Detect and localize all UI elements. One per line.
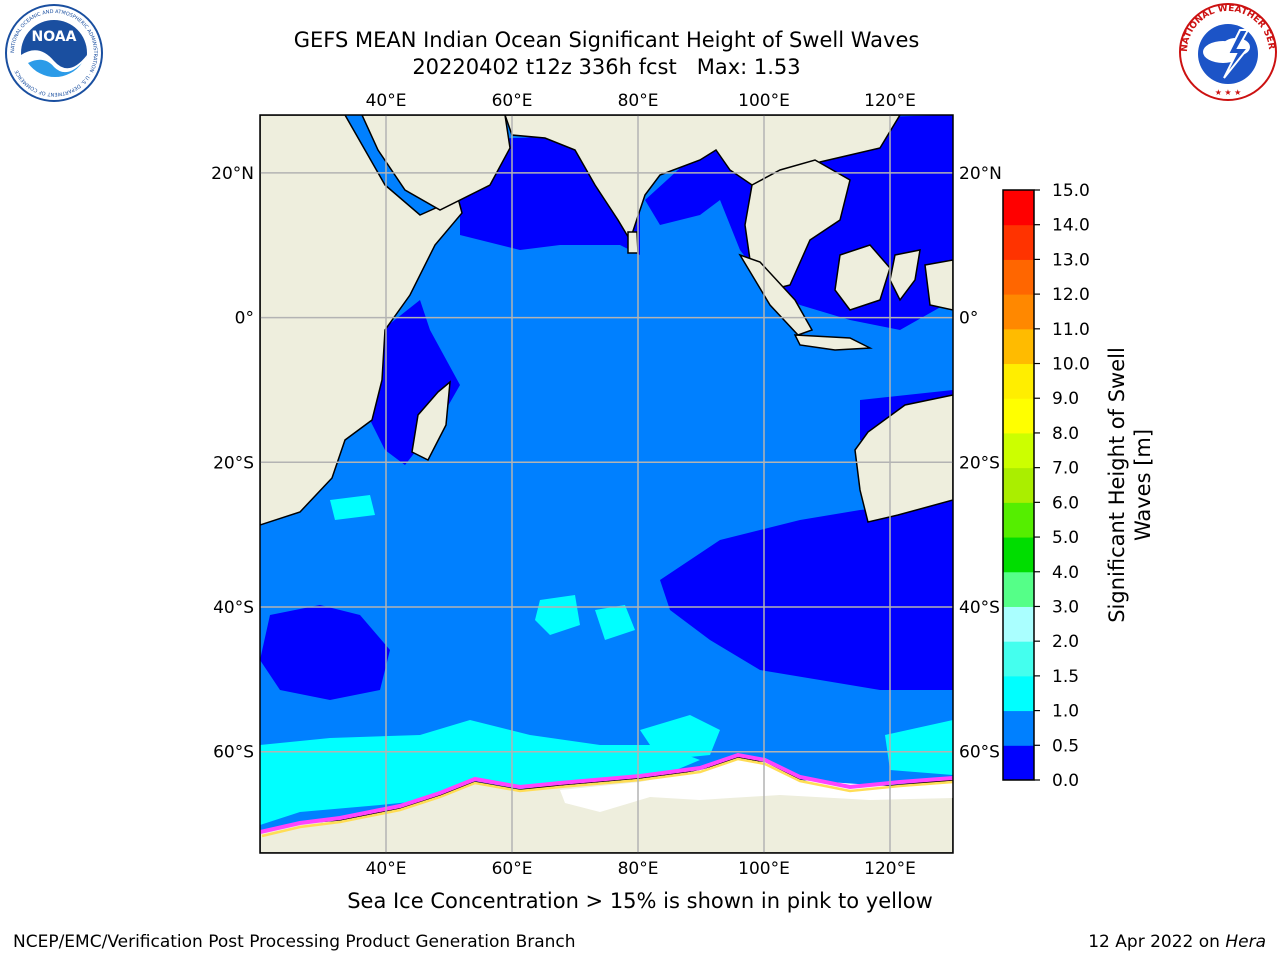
madagascar-land — [411, 380, 451, 462]
colorbar-tick-label: 0.0 — [1052, 771, 1079, 791]
colorbar-frame — [1002, 189, 1035, 781]
colorbar-swatch — [1003, 190, 1034, 226]
colorbar-tick-label: 6.0 — [1052, 493, 1079, 513]
colorbar — [1002, 189, 1035, 781]
lat-label-right: 20°S — [959, 453, 1000, 473]
sumatra-land — [738, 253, 814, 336]
latitude-labels-left: 20°N 0° 20°S 40°S 60°S — [211, 164, 254, 763]
lat-label-right: 40°S — [959, 598, 1000, 618]
lat-label-left: 0° — [235, 309, 254, 329]
colorbar-tick-label: 1.5 — [1052, 667, 1079, 687]
lat-label-left: 20°S — [213, 453, 254, 473]
lon-label-top: 100°E — [738, 91, 790, 111]
map-subtitle-run-info: 20220402 t12z 336h fcst Max: 1.53 — [412, 55, 801, 79]
svg-text:★ ★ ★: ★ ★ ★ — [1215, 88, 1242, 97]
indochina-land — [744, 159, 851, 291]
colorbar-tick-label: 14.0 — [1052, 216, 1090, 236]
colorbar-swatch — [1003, 571, 1034, 607]
colorbar-label-line2: Waves [m] — [1131, 429, 1155, 541]
lat-label-left: 20°N — [211, 164, 254, 184]
lon-label-bottom: 80°E — [618, 859, 659, 879]
asia-land — [504, 115, 901, 242]
colorbar-tick-label: 0.5 — [1052, 736, 1079, 756]
lon-label-bottom: 100°E — [738, 859, 790, 879]
colorbar-ticks: 0.0 0.5 1.0 1.5 2.0 3.0 4.0 5.0 6.0 7.0 8.0 9.0 10.0… — [1034, 181, 1090, 791]
colorbar-tick-label: 10.0 — [1052, 355, 1090, 375]
colorbar-swatch — [1003, 328, 1034, 365]
colorbar-swatch — [1003, 467, 1034, 503]
map-grid — [260, 115, 953, 853]
colorbar-swatch — [1003, 363, 1034, 399]
colorbar-swatch — [1003, 294, 1034, 330]
noaa-logo: NATIONAL OCEANIC AND ATMOSPHERIC ADMINIS… — [5, 4, 103, 102]
colorbar-tick-label: 8.0 — [1052, 424, 1079, 444]
colorbar-tick-label: 7.0 — [1052, 459, 1079, 479]
borneo-land — [834, 244, 891, 311]
noaa-logo-text: NOAA — [32, 29, 77, 45]
colorbar-swatch — [1003, 745, 1034, 781]
africa-land — [260, 115, 463, 526]
colorbar-tick-label: 13.0 — [1052, 250, 1090, 270]
lon-label-bottom: 40°E — [366, 859, 407, 879]
lon-label-top: 80°E — [618, 91, 659, 111]
java-land — [793, 334, 873, 351]
lon-label-top: 120°E — [864, 91, 916, 111]
longitude-labels-top: 40°E 60°E 80°E 100°E 120°E — [366, 91, 916, 111]
colorbar-tick-label: 5.0 — [1052, 528, 1079, 548]
colorbar-tick-label: 1.0 — [1052, 702, 1079, 722]
colorbar-tick-label: 2.0 — [1052, 632, 1079, 652]
colorbar-swatch — [1003, 398, 1034, 434]
ice-shelf — [560, 760, 953, 812]
lon-label-top: 60°E — [492, 91, 533, 111]
colorbar-swatch — [1003, 259, 1034, 295]
longitude-labels-bottom: 40°E 60°E 80°E 100°E 120°E — [366, 859, 916, 879]
sea-ice-note: Sea Ice Concentration > 15% is shown in … — [347, 889, 933, 913]
colorbar-swatch — [1003, 675, 1034, 712]
arabia-land — [361, 115, 511, 211]
lon-label-top: 40°E — [366, 91, 407, 111]
colorbar-swatch — [1003, 710, 1034, 746]
latitude-labels-right: 20°N 0° 20°S 40°S 60°S — [959, 164, 1002, 763]
colorbar-swatch — [1003, 606, 1034, 642]
footer-date-text: 12 Apr 2022 on — [1088, 932, 1226, 952]
colorbar-tick-label: 9.0 — [1052, 389, 1079, 409]
map-frame — [259, 114, 954, 854]
colorbar-tick-label: 11.0 — [1052, 320, 1090, 340]
map-title: GEFS MEAN Indian Ocean Significant Heigh… — [293, 28, 920, 52]
sea-ice-edge-pink — [260, 752, 953, 834]
footer-date: 12 Apr 2022 on Hera — [1088, 932, 1266, 952]
colorbar-tick-label: 12.0 — [1052, 285, 1090, 305]
lat-label-left: 60°S — [213, 743, 254, 763]
australia-land — [854, 394, 953, 523]
footer-branch: NCEP/EMC/Verification Post Processing Pr… — [13, 932, 576, 952]
nws-logo: NATIONAL WEATHER SERVICE ★ ★ ★ — [1178, 2, 1277, 101]
sea-ice-edge-yellow — [261, 757, 953, 838]
colorbar-tick-label: 3.0 — [1052, 597, 1079, 617]
colorbar-swatch — [1003, 432, 1034, 469]
colorbar-label-line1: Significant Height of Swell — [1105, 347, 1129, 623]
lat-label-right: 60°S — [959, 743, 1000, 763]
sri-lanka-land — [627, 231, 639, 254]
sulawesi-land — [889, 249, 921, 302]
colorbar-tick-label: 15.0 — [1052, 181, 1090, 201]
east-islands-land — [924, 259, 953, 311]
colorbar-swatch — [1003, 537, 1034, 573]
lat-label-right: 0° — [959, 309, 978, 329]
lon-label-bottom: 120°E — [864, 859, 916, 879]
colorbar-swatch — [1003, 224, 1034, 260]
lon-label-bottom: 60°E — [492, 859, 533, 879]
colorbar-swatch — [1003, 641, 1034, 677]
moderate-swell-regions — [260, 495, 953, 825]
lat-label-left: 40°S — [213, 598, 254, 618]
lat-label-right: 20°N — [959, 164, 1002, 184]
footer-machine: Hera — [1225, 932, 1266, 952]
colorbar-tick-label: 4.0 — [1052, 563, 1079, 583]
map-plot-area — [260, 115, 953, 853]
colorbar-swatch — [1003, 502, 1034, 538]
